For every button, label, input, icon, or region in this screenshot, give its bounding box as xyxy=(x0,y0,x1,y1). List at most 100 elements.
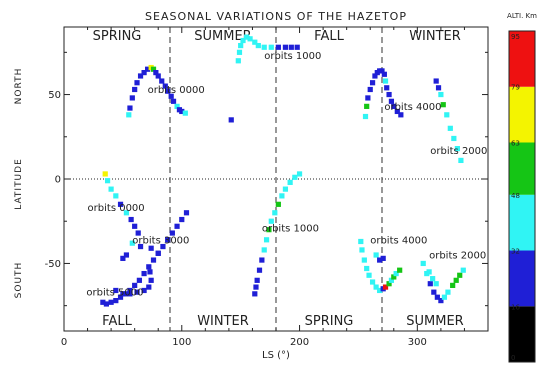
data-point xyxy=(282,44,289,50)
data-point xyxy=(150,257,157,263)
orbit-label: orbits 4000 xyxy=(384,102,441,113)
orbit-label: orbits 3000 xyxy=(132,235,189,246)
orbit-label: orbits 2000 xyxy=(429,251,486,262)
chart-title: SEASONAL VARIATIONS OF THE HAZETOP xyxy=(145,10,407,23)
orbit-label: orbits 2000 xyxy=(430,146,487,157)
data-point xyxy=(391,274,397,280)
data-point xyxy=(268,44,274,50)
data-point xyxy=(169,230,175,236)
data-point xyxy=(170,98,177,104)
data-point xyxy=(388,98,395,104)
data-point xyxy=(364,265,370,272)
data-point xyxy=(252,39,258,45)
season-label-south-winter: WINTER xyxy=(197,314,249,329)
data-point xyxy=(377,257,383,263)
data-point xyxy=(120,291,126,297)
data-point xyxy=(165,237,171,243)
data-point xyxy=(146,264,152,270)
data-point xyxy=(420,260,426,267)
data-point xyxy=(126,112,132,118)
data-point xyxy=(438,298,444,304)
data-point xyxy=(275,44,281,50)
data-point xyxy=(388,277,395,283)
data-point xyxy=(252,291,258,297)
data-point xyxy=(148,245,154,251)
data-point xyxy=(444,112,450,118)
data-point xyxy=(113,193,119,199)
data-point xyxy=(179,108,185,115)
data-point xyxy=(148,277,154,283)
data-point xyxy=(174,103,180,109)
data-point xyxy=(391,103,397,109)
data-point xyxy=(261,247,267,253)
data-point xyxy=(168,93,174,99)
data-point xyxy=(179,216,185,223)
data-point xyxy=(182,110,188,116)
data-point xyxy=(137,73,144,79)
x-axis-label: LS (°) xyxy=(262,350,290,361)
data-point xyxy=(380,255,386,261)
data-point xyxy=(372,73,378,79)
data-point xyxy=(228,117,234,123)
colorbar-tick-label: 16 xyxy=(511,303,520,311)
data-point xyxy=(279,193,285,199)
data-point xyxy=(427,281,433,287)
data-point xyxy=(369,80,376,86)
data-point xyxy=(261,44,267,50)
y-axis-label-north: NORTH xyxy=(14,68,24,105)
data-point xyxy=(454,146,460,152)
data-point xyxy=(134,289,140,295)
orbit-label: orbits 4000 xyxy=(370,235,427,246)
y-tick-label: 50 xyxy=(48,90,61,101)
data-point xyxy=(113,287,119,294)
plot-area xyxy=(64,27,488,331)
data-point xyxy=(381,71,387,77)
data-point xyxy=(254,277,260,283)
data-point xyxy=(384,85,390,91)
season-labels: SPRING SUMMER FALL WINTER FALL WINTER SPRING SU… xyxy=(93,29,464,329)
data-point xyxy=(382,78,389,84)
data-point xyxy=(117,201,124,207)
data-point xyxy=(365,95,371,101)
season-label-north-winter: WINTER xyxy=(409,29,461,44)
orbit-label: orbits 0000 xyxy=(148,85,205,96)
data-point xyxy=(397,267,403,273)
data-point xyxy=(120,255,126,261)
data-point xyxy=(282,186,289,192)
x-tick-label: 200 xyxy=(290,337,309,348)
season-label-south-fall: FALL xyxy=(102,314,132,329)
y-tick-label: -50 xyxy=(45,259,61,270)
data-point xyxy=(141,70,147,76)
data-point xyxy=(451,135,457,142)
data-point xyxy=(382,284,389,290)
data-point xyxy=(373,252,379,258)
data-point xyxy=(165,88,171,94)
data-point xyxy=(235,58,241,64)
data-point xyxy=(294,44,300,50)
colorbar-frame xyxy=(508,30,536,363)
data-point xyxy=(361,257,367,263)
data-point xyxy=(373,284,379,290)
data-point xyxy=(431,289,437,295)
data-point xyxy=(263,237,270,243)
data-point xyxy=(259,257,265,263)
data-point xyxy=(359,247,365,253)
data-point xyxy=(135,230,141,236)
data-point xyxy=(275,201,281,207)
data-point xyxy=(434,294,440,300)
colorbar-tick-label: 32 xyxy=(511,248,520,256)
data-point xyxy=(174,223,180,229)
data-point xyxy=(155,73,161,79)
data-point xyxy=(386,281,392,287)
y-tick-label: 0 xyxy=(55,175,61,186)
orbit-label: orbits 5000 xyxy=(86,288,143,299)
y-axis-label-latitude: LATITUDE xyxy=(14,158,24,210)
data-point xyxy=(141,270,147,277)
data-point xyxy=(160,243,166,250)
data-point xyxy=(364,103,370,109)
x-tick-label: 100 xyxy=(172,337,191,348)
data-point xyxy=(256,267,263,273)
data-point xyxy=(129,95,135,101)
data-point xyxy=(426,269,432,275)
